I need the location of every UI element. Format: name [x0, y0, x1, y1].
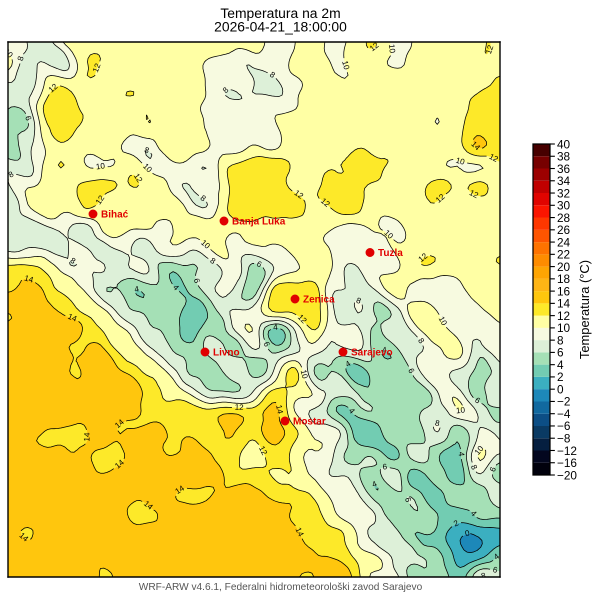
- svg-text:12: 12: [468, 188, 481, 200]
- svg-text:12: 12: [557, 309, 570, 323]
- svg-text:4: 4: [469, 509, 479, 519]
- svg-text:14: 14: [66, 312, 78, 324]
- svg-text:18: 18: [557, 272, 571, 286]
- svg-text:36: 36: [557, 162, 571, 176]
- svg-text:38: 38: [557, 150, 571, 164]
- svg-text:12: 12: [484, 43, 496, 55]
- svg-text:12: 12: [257, 444, 269, 457]
- svg-text:−8: −8: [557, 431, 571, 445]
- svg-text:14: 14: [23, 274, 35, 285]
- svg-text:28: 28: [557, 211, 571, 225]
- svg-text:6: 6: [406, 367, 416, 375]
- svg-text:32: 32: [557, 186, 570, 200]
- svg-text:2: 2: [557, 370, 564, 384]
- svg-text:10: 10: [455, 156, 467, 167]
- svg-text:4: 4: [492, 551, 501, 561]
- svg-text:8: 8: [16, 55, 26, 62]
- svg-text:14: 14: [82, 432, 91, 442]
- svg-text:4: 4: [557, 358, 564, 372]
- svg-text:8: 8: [355, 296, 363, 306]
- svg-text:12: 12: [234, 403, 244, 412]
- svg-text:6: 6: [492, 565, 499, 575]
- svg-text:12: 12: [368, 40, 381, 53]
- svg-text:−2: −2: [557, 395, 570, 409]
- svg-text:10: 10: [557, 321, 571, 335]
- svg-text:Livno: Livno: [213, 348, 240, 359]
- svg-text:8: 8: [221, 85, 231, 95]
- svg-text:8: 8: [7, 169, 16, 179]
- svg-text:0: 0: [464, 528, 471, 538]
- svg-text:4: 4: [134, 284, 140, 294]
- svg-text:Tuzla: Tuzla: [378, 248, 403, 259]
- svg-text:8: 8: [469, 463, 479, 471]
- svg-text:10: 10: [340, 60, 351, 71]
- svg-text:4: 4: [347, 406, 357, 416]
- svg-text:30: 30: [557, 199, 571, 213]
- svg-text:16: 16: [557, 284, 571, 298]
- svg-text:12: 12: [488, 152, 501, 164]
- svg-text:8: 8: [143, 145, 151, 155]
- svg-text:24: 24: [557, 235, 571, 249]
- svg-text:Mostar: Mostar: [293, 417, 326, 428]
- svg-text:Temperatura na 2m: Temperatura na 2m: [220, 5, 340, 21]
- svg-text:2: 2: [452, 518, 460, 528]
- svg-text:4: 4: [273, 323, 279, 332]
- svg-text:Sarajevo: Sarajevo: [351, 348, 393, 359]
- svg-text:12: 12: [91, 62, 103, 74]
- svg-text:6: 6: [262, 340, 272, 348]
- svg-text:14: 14: [293, 526, 305, 538]
- svg-text:4: 4: [171, 283, 181, 293]
- svg-text:Zenica: Zenica: [303, 295, 335, 306]
- svg-text:4: 4: [457, 451, 466, 457]
- svg-text:8: 8: [416, 336, 426, 345]
- svg-text:Temperatura (°C): Temperatura (°C): [577, 260, 592, 359]
- svg-text:8: 8: [69, 256, 78, 266]
- svg-text:6: 6: [557, 346, 564, 360]
- svg-text:10: 10: [95, 161, 106, 171]
- svg-text:8: 8: [268, 70, 277, 80]
- svg-text:10: 10: [387, 44, 397, 55]
- svg-text:−6: −6: [557, 419, 571, 433]
- svg-text:6: 6: [192, 277, 202, 284]
- svg-text:40: 40: [557, 137, 571, 151]
- svg-text:10: 10: [299, 369, 310, 380]
- svg-text:34: 34: [557, 174, 571, 188]
- svg-text:6: 6: [488, 465, 498, 473]
- svg-text:4: 4: [382, 345, 387, 354]
- svg-text:14: 14: [274, 404, 285, 415]
- svg-text:26: 26: [557, 223, 571, 237]
- svg-text:10: 10: [456, 405, 466, 415]
- svg-text:−4: −4: [557, 407, 571, 421]
- svg-text:8: 8: [199, 193, 208, 203]
- svg-text:6: 6: [403, 496, 413, 503]
- svg-text:2026-04-21_18:00:00: 2026-04-21_18:00:00: [214, 18, 347, 34]
- svg-text:8: 8: [557, 333, 564, 347]
- svg-text:−20: −20: [557, 468, 577, 482]
- svg-text:4: 4: [371, 479, 379, 489]
- svg-text:8: 8: [208, 256, 217, 266]
- svg-text:Bihać: Bihać: [101, 210, 129, 221]
- svg-text:8: 8: [434, 419, 441, 429]
- svg-text:22: 22: [557, 248, 570, 262]
- svg-text:8: 8: [480, 571, 487, 581]
- svg-text:14: 14: [557, 297, 571, 311]
- svg-text:−12: −12: [557, 444, 577, 458]
- svg-text:6: 6: [23, 115, 33, 123]
- svg-text:20: 20: [557, 260, 571, 274]
- svg-text:−16: −16: [557, 456, 577, 470]
- svg-text:6: 6: [473, 396, 482, 406]
- svg-text:6: 6: [382, 462, 388, 471]
- svg-text:Banja Luka: Banja Luka: [232, 217, 286, 228]
- svg-text:0: 0: [557, 382, 564, 396]
- svg-text:10: 10: [2, 47, 15, 60]
- svg-text:WRF-ARW v4.6.1, Federalni hidr: WRF-ARW v4.6.1, Federalni hidrometeorolo…: [139, 582, 423, 593]
- svg-text:4: 4: [344, 359, 353, 369]
- svg-text:6: 6: [255, 259, 264, 269]
